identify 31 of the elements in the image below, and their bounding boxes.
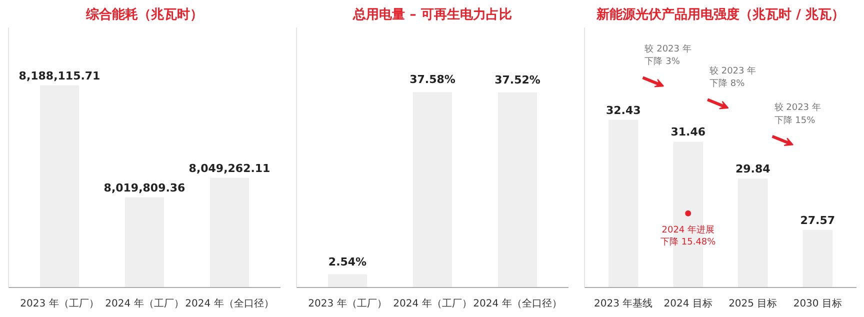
chart-title: 综合能耗（兆瓦时） — [85, 6, 203, 22]
x-tick-label: 2024 年（工厂） — [105, 298, 184, 310]
x-tick-label: 2024 年（全口径） — [185, 298, 274, 310]
data-label: 2.54% — [328, 255, 367, 268]
data-label: 37.58% — [410, 73, 456, 86]
annotation: 2024 年进展 — [662, 224, 714, 236]
annotation: 下降 15.48% — [660, 236, 716, 248]
data-label: 27.57 — [800, 214, 836, 227]
data-label: 8,049,262.11 — [188, 162, 270, 175]
annotation: 下降 15% — [774, 114, 816, 126]
annotation: 下降 3% — [644, 56, 680, 68]
x-tick-label: 2024 目标 — [664, 298, 712, 310]
x-tick-label: 2023 年基线 — [594, 298, 653, 310]
data-label: 37.52% — [494, 73, 540, 86]
chart-title: 总用电量 – 可再生电力占比 — [352, 6, 512, 22]
x-tick-label: 2025 目标 — [728, 298, 778, 310]
annotation: 较 2023 年 — [709, 65, 756, 76]
annotation: 较 2023 年 — [644, 43, 692, 54]
x-tick-label: 2030 目标 — [793, 298, 842, 310]
data-label: 8,188,115.71 — [18, 69, 100, 82]
data-label: 29.84 — [735, 162, 771, 176]
x-tick-label: 2023 年（工厂） — [20, 298, 99, 310]
data-label: 32.43 — [606, 104, 641, 117]
data-label: 31.46 — [670, 126, 706, 139]
annotation: 较 2023 年 — [774, 102, 821, 114]
x-tick-label: 2024 年（工厂） — [393, 298, 472, 310]
data-label: 8,019,809.36 — [104, 181, 186, 194]
x-tick-label: 2024 年（全口径） — [473, 298, 562, 310]
x-tick-label: 2023 年（工厂） — [308, 298, 387, 310]
chart-title: 新能源光伏产品用电强度（兆瓦时 / 兆瓦） — [596, 6, 844, 22]
annotation: 下降 8% — [709, 78, 746, 90]
